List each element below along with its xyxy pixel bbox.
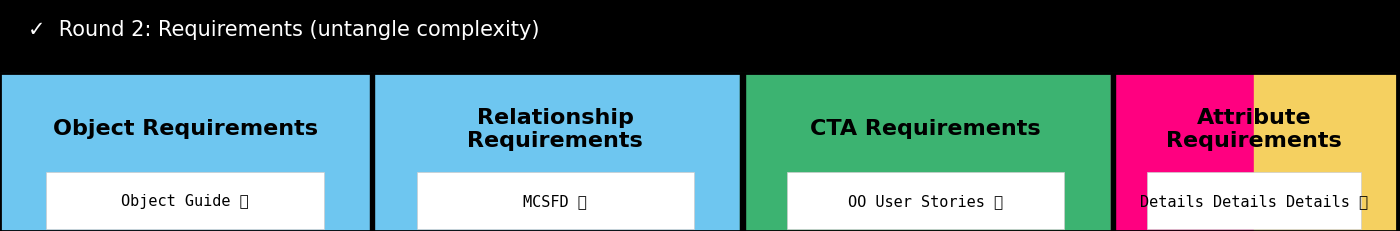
- FancyBboxPatch shape: [787, 172, 1064, 229]
- Text: Relationship
Requirements: Relationship Requirements: [468, 107, 643, 150]
- Bar: [741, 74, 1110, 231]
- Bar: [0, 74, 1397, 231]
- Text: CTA Requirements: CTA Requirements: [811, 119, 1042, 139]
- Bar: [1110, 74, 1114, 231]
- Bar: [741, 74, 745, 231]
- FancyBboxPatch shape: [46, 172, 323, 229]
- FancyBboxPatch shape: [417, 172, 694, 229]
- Text: Object Requirements: Object Requirements: [53, 119, 318, 139]
- Text: ✓  Round 2: Requirements (untangle complexity): ✓ Round 2: Requirements (untangle comple…: [28, 20, 539, 40]
- Text: MCSFD 💪: MCSFD 💪: [524, 193, 588, 208]
- Bar: [370, 74, 741, 231]
- Bar: [1254, 74, 1397, 231]
- Bar: [1110, 74, 1254, 231]
- Text: OO User Stories 💪: OO User Stories 💪: [848, 193, 1004, 208]
- Text: Details Details Details 💪: Details Details Details 💪: [1140, 193, 1368, 208]
- FancyBboxPatch shape: [1147, 172, 1361, 229]
- Bar: [370, 74, 374, 231]
- Text: Attribute
Requirements: Attribute Requirements: [1166, 107, 1341, 150]
- Bar: [0, 74, 370, 231]
- Bar: [0, 0, 1397, 74]
- Text: Object Guide 💪: Object Guide 💪: [122, 193, 249, 208]
